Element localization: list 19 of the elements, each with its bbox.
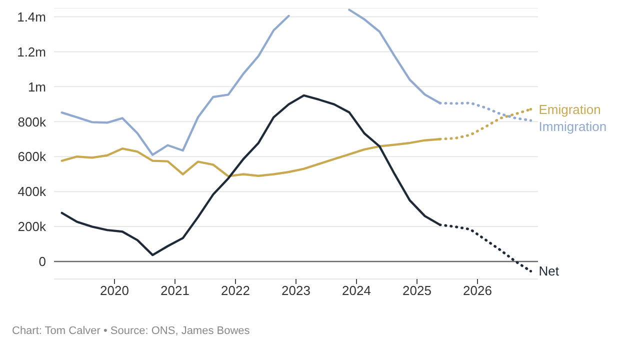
- y-tick-label: 1.2m: [17, 44, 46, 60]
- y-tick-label: 400k: [18, 184, 46, 200]
- x-tick-label: 2024: [342, 283, 371, 298]
- x-tick-label: 2025: [402, 283, 432, 298]
- y-tick-label: 800k: [18, 114, 46, 130]
- x-tick-label: 2026: [463, 283, 492, 298]
- x-tick-label: 2023: [282, 283, 310, 298]
- series-label: Emigration: [538, 102, 601, 117]
- y-tick-label: 200k: [18, 219, 46, 234]
- series-label: Immigration: [538, 118, 607, 134]
- text: Chart: Tom Calver • Source: ONS, James Bowes: [12, 325, 251, 337]
- x-tick-label: 2020: [100, 283, 129, 298]
- series-label: Net: [538, 264, 560, 279]
- y-tick-label: 1m: [28, 79, 46, 94]
- y-tick-label: 600k: [18, 149, 46, 164]
- y-tick-label: 1.4m: [17, 9, 46, 24]
- x-tick-label: 2022: [221, 283, 250, 298]
- x-tick-label: 2021: [160, 283, 190, 298]
- y-tick-label: 0: [38, 254, 46, 270]
